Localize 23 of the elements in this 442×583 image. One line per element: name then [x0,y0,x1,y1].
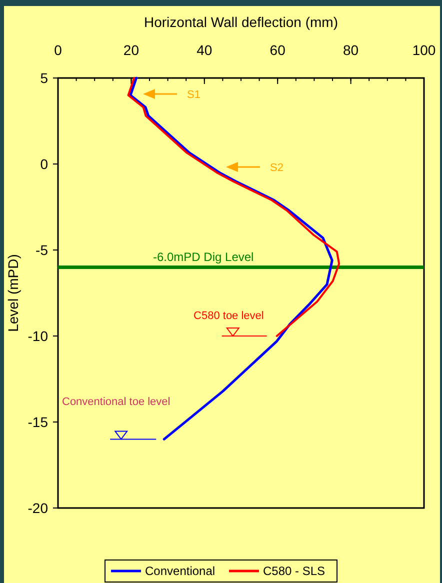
line-series [129,76,334,440]
annotation: S2 [270,162,284,174]
x-tick-label: 80 [343,42,359,58]
y-tick-label: -15 [28,414,48,430]
x-tick-label: 20 [123,42,140,58]
legend-label: C580 - SLS [263,564,326,578]
annotation: Conventional toe level [62,396,170,408]
line-series [127,77,340,337]
y-tick-label: 0 [40,156,48,172]
annotation: S1 [187,89,200,101]
chart-title: Horizontal Wall deflection (mm) [144,14,338,30]
y-tick-label: -5 [36,242,48,258]
x-tick-label: 0 [54,42,62,58]
y-tick-label: 5 [40,70,48,86]
x-tick-label: 40 [196,42,212,58]
x-tick-label: 60 [270,42,286,58]
y-axis-title: Level (mPD) [5,254,21,332]
annotation: C580 toe level [194,310,264,322]
y-tick-label: -20 [28,500,48,516]
y-tick-label: -10 [28,328,48,344]
ref-line-label: -6.0mPD Dig Level [153,250,254,264]
legend-label: Conventional [145,564,216,578]
x-tick-label: 100 [412,42,436,58]
